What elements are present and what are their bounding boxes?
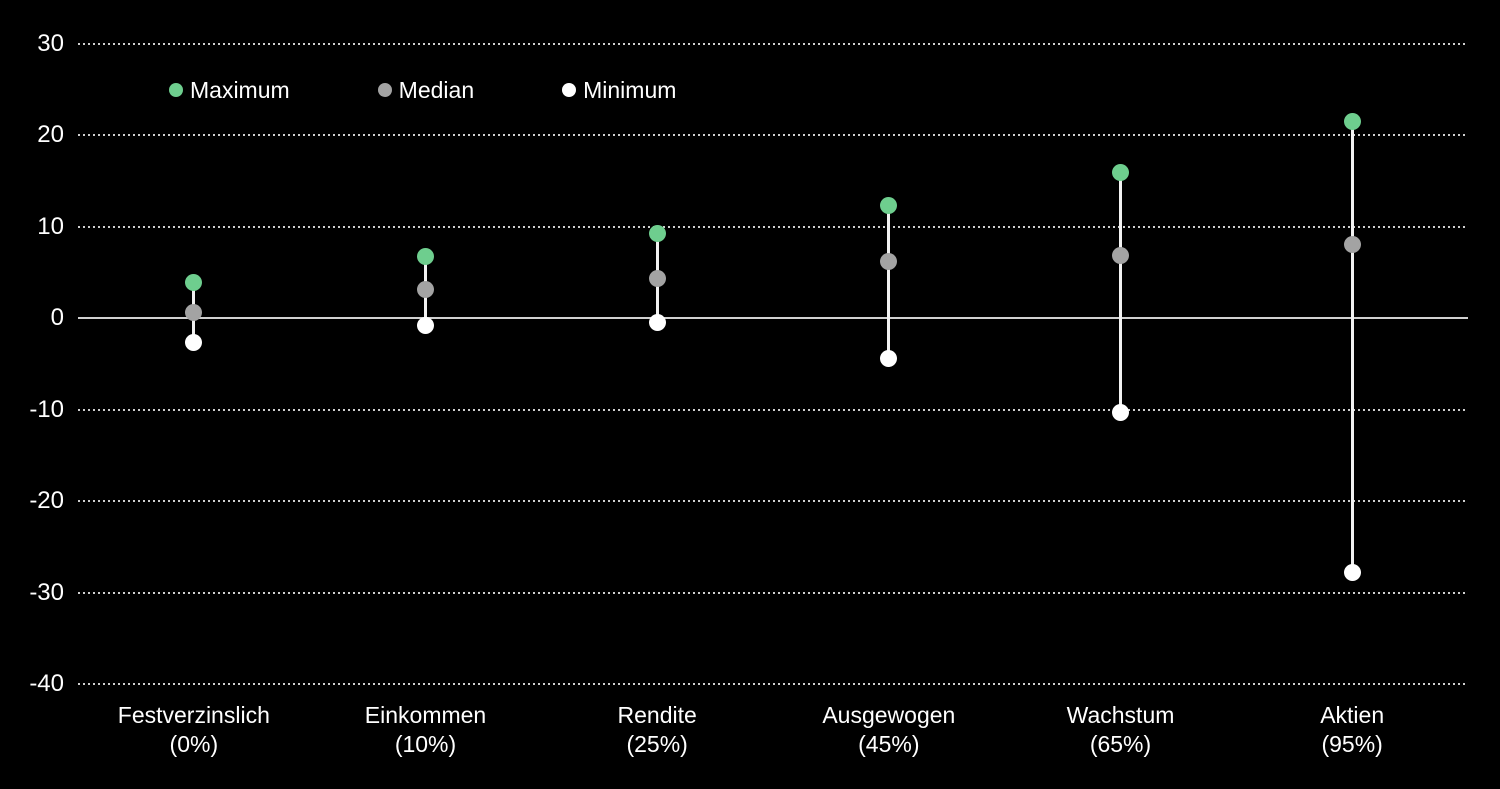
gridline <box>78 225 1468 228</box>
category-allocation: (0%) <box>169 731 219 757</box>
maximum-dot <box>185 274 203 292</box>
maximum-legend-dot-icon <box>169 83 183 97</box>
range-whisker <box>1350 121 1354 573</box>
category-label: Wachstum (65%) <box>1001 701 1241 759</box>
category-allocation: (25%) <box>626 731 688 757</box>
gridline <box>78 43 1468 45</box>
median-legend-dot-icon <box>377 83 392 97</box>
category-label: Einkommen (10%) <box>306 701 546 759</box>
legend-item-minimum: Minimum <box>562 76 676 104</box>
category-allocation: (10%) <box>394 731 457 757</box>
zero-axis-line <box>78 317 1468 320</box>
range-whisker <box>1119 172 1122 413</box>
legend: Maximum Median Minimum <box>169 76 676 104</box>
y-tick-label: -40 <box>29 670 64 697</box>
y-tick-label: 20 <box>37 121 64 149</box>
category-name: Aktien <box>1320 702 1385 728</box>
maximum-dot <box>1112 164 1129 182</box>
minimum-dot <box>417 317 434 335</box>
category-label: Rendite (25%) <box>537 701 777 759</box>
y-tick-label: 10 <box>37 212 64 240</box>
category-name: Wachstum <box>1066 702 1175 728</box>
gridline <box>78 591 1468 594</box>
minimum-dot <box>1343 563 1361 581</box>
category-name: Rendite <box>617 702 697 728</box>
category-name: Festverzinslich <box>117 702 270 728</box>
category-allocation: (65%) <box>1089 731 1152 757</box>
median-dot <box>648 270 666 288</box>
y-tick-label: 0 <box>50 304 64 332</box>
gridline <box>78 500 1468 503</box>
minimum-dot <box>648 314 666 332</box>
y-tick-label: -10 <box>29 395 64 423</box>
category-name: Einkommen <box>364 702 487 728</box>
category-allocation: (45%) <box>858 731 920 757</box>
gridline <box>78 408 1468 411</box>
legend-item-maximum: Maximum <box>169 76 290 104</box>
median-dot <box>417 280 434 298</box>
legend-item-median: Median <box>377 76 475 104</box>
minimum-dot <box>185 333 203 351</box>
median-dot <box>880 253 898 271</box>
legend-label: Maximum <box>190 77 290 103</box>
y-tick-label: -30 <box>29 578 64 606</box>
maximum-dot <box>648 224 666 242</box>
y-tick-label: -20 <box>29 487 64 515</box>
minimum-dot <box>880 350 898 367</box>
maximum-dot <box>417 247 434 265</box>
category-label: Festverzinslich (0%) <box>74 701 314 759</box>
category-label: Ausgewogen (45%) <box>769 701 1009 759</box>
category-label: Aktien (95%) <box>1232 701 1472 759</box>
median-dot <box>1112 246 1129 264</box>
gridline <box>78 134 1468 137</box>
maximum-dot <box>880 197 898 215</box>
median-dot <box>1343 235 1361 253</box>
legend-label: Median <box>398 77 475 103</box>
category-allocation: (95%) <box>1321 731 1383 757</box>
legend-label: Minimum <box>583 77 677 103</box>
y-tick-label: 30 <box>37 30 64 57</box>
range-whisker <box>887 205 891 359</box>
maximum-dot <box>1343 113 1361 131</box>
minimum-legend-dot-icon <box>562 83 577 97</box>
category-name: Ausgewogen <box>822 702 956 728</box>
minimum-dot <box>1112 403 1129 421</box>
median-dot <box>185 304 203 322</box>
gridline <box>78 683 1468 685</box>
